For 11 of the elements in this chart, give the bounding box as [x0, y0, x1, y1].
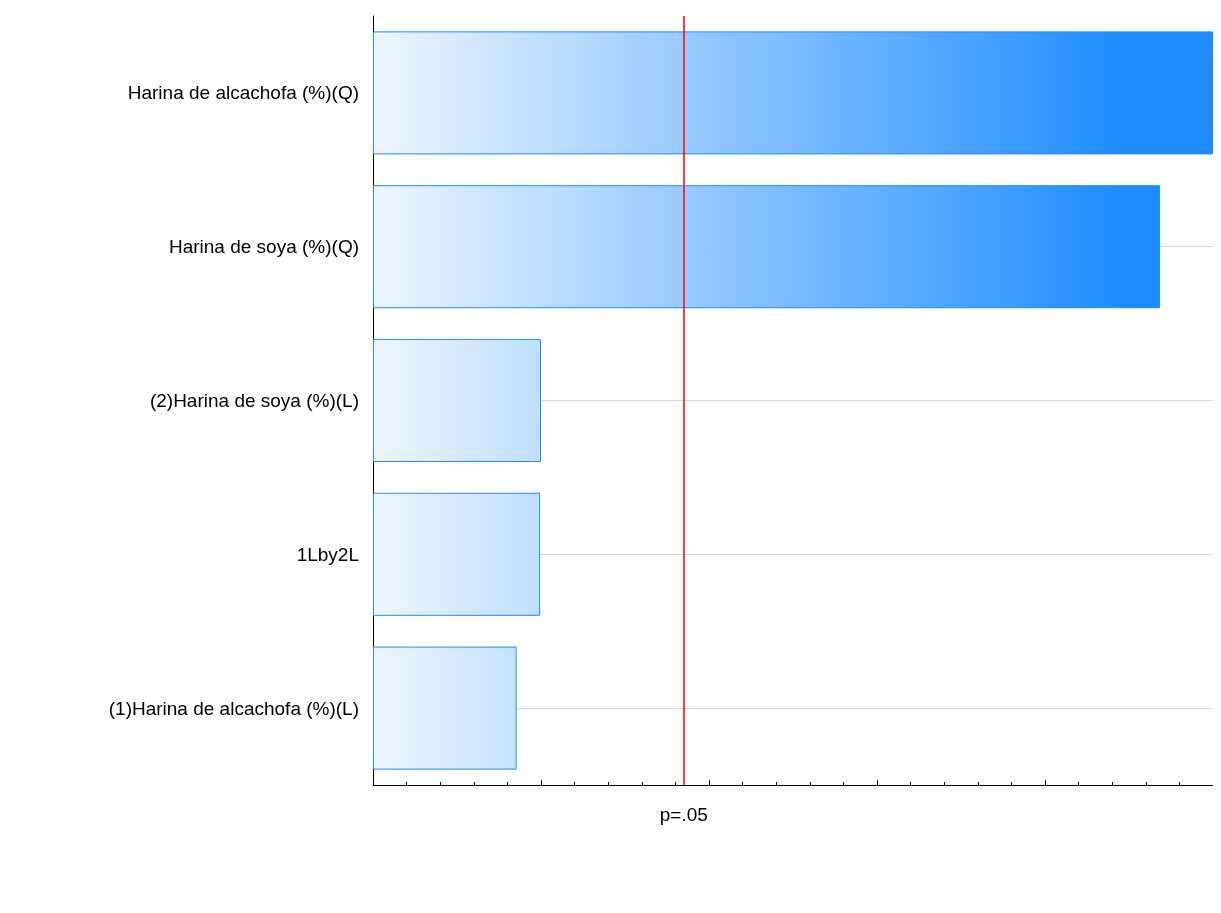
bar — [373, 185, 1161, 309]
y-tick-label: 1Lby2L — [296, 543, 359, 565]
bar — [373, 31, 1213, 155]
bar — [373, 492, 541, 616]
y-tick-label: Harina de soya (%)(Q) — [168, 236, 359, 258]
bar — [373, 338, 541, 463]
ref-line-label: p=.05 — [659, 804, 708, 825]
y-tick-label: Harina de alcachofa (%)(Q) — [127, 82, 359, 104]
bar — [373, 646, 517, 770]
y-tick-label: (1)Harina de alcachofa (%)(L) — [108, 697, 359, 719]
y-tick-label: (2)Harina de soya (%)(L) — [149, 390, 359, 411]
